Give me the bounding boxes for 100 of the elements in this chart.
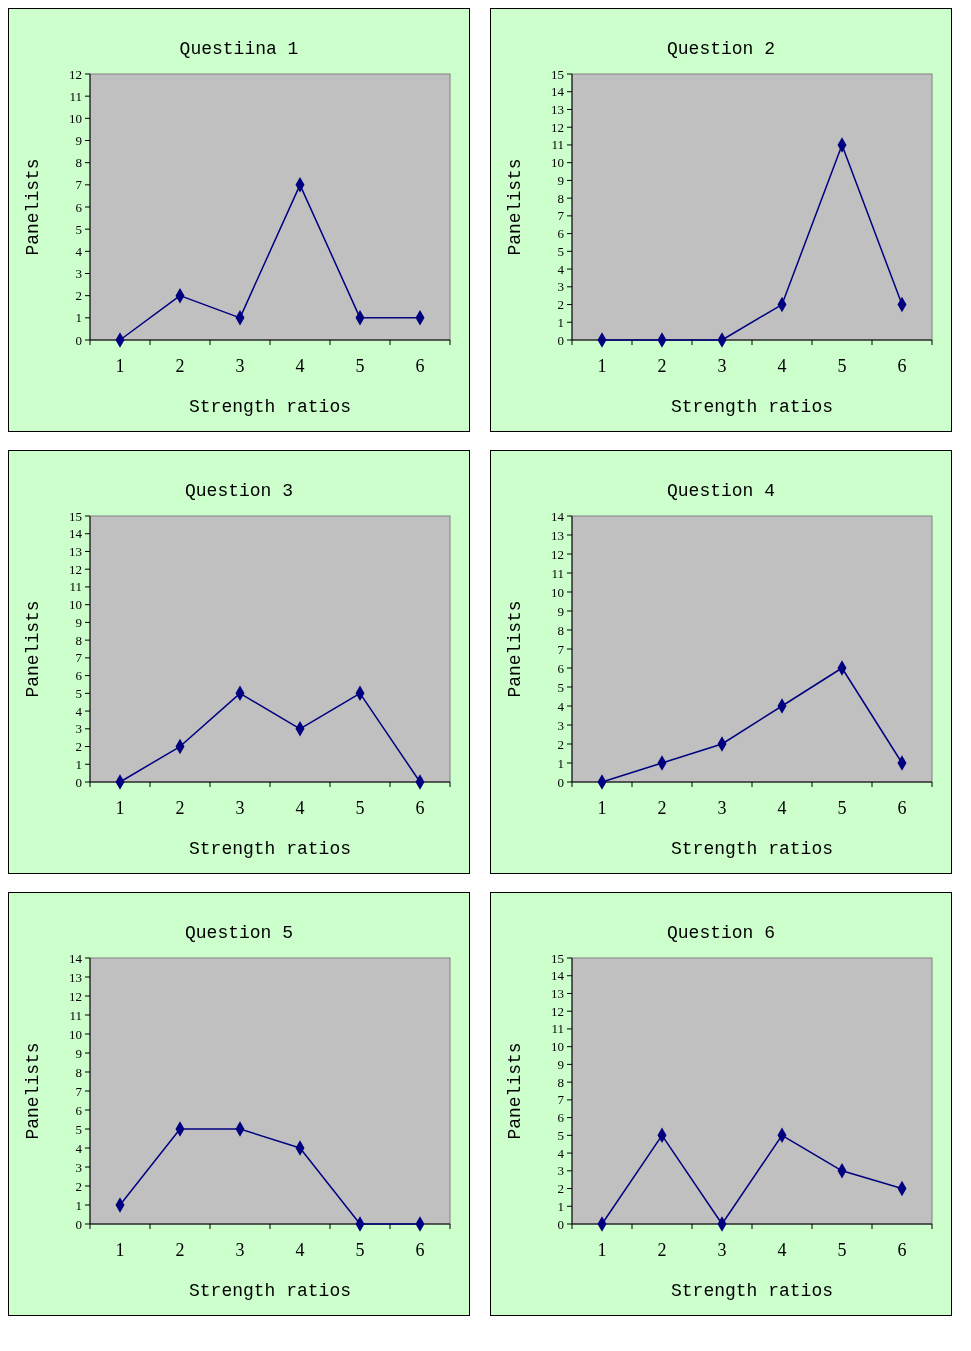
x-tick-label: 5 [837,1240,847,1260]
x-tick-label: 4 [295,1240,305,1260]
y-tick-label: 3 [557,717,564,733]
y-tick-label: 12 [69,66,82,82]
chart-title: Question 6 [666,923,776,943]
y-tick-label: 13 [551,527,564,543]
x-axis-title: Strength ratios [188,839,352,859]
x-tick-label: 1 [597,798,607,818]
y-tick-label: 10 [551,1039,564,1055]
x-tick-label: 3 [717,356,727,376]
y-tick-label: 14 [69,950,83,966]
y-tick-label: 1 [75,756,82,772]
y-tick-label: 1 [75,1197,82,1213]
x-tick-label: 2 [175,356,185,376]
y-tick-label: 11 [551,565,564,581]
y-tick-label: 3 [557,1163,564,1179]
x-tick-label: 3 [717,798,727,818]
y-tick-label: 2 [557,736,564,752]
x-tick-label: 6 [897,356,907,376]
y-tick-label: 7 [75,177,83,193]
y-tick-label: 5 [75,221,82,237]
y-tick-label: 4 [557,1145,565,1161]
y-tick-label: 14 [551,968,565,984]
y-axis-title: Panelists [505,600,525,698]
y-tick-label: 7 [557,208,565,224]
x-tick-label: 3 [235,356,245,376]
y-tick-label: 9 [557,603,564,619]
y-tick-label: 9 [75,1045,82,1061]
y-axis-title: Panelists [505,1042,525,1140]
y-tick-label: 5 [557,679,564,695]
y-tick-label: 7 [75,1083,83,1099]
chart-title: Question 4 [666,481,776,501]
x-tick-label: 3 [235,798,245,818]
x-tick-label: 6 [897,1240,907,1260]
y-tick-label: 8 [75,155,82,171]
y-tick-label: 3 [75,266,82,282]
y-tick-label: 11 [69,88,82,104]
y-tick-label: 12 [551,1003,564,1019]
x-tick-label: 4 [777,1240,787,1260]
chart-title: Question 2 [666,39,776,59]
x-tick-label: 3 [717,1240,727,1260]
y-tick-label: 2 [75,288,82,304]
y-axis-title: Panelists [23,1042,43,1140]
y-tick-label: 15 [69,508,82,524]
y-tick-label: 7 [557,641,565,657]
x-tick-label: 4 [295,798,305,818]
x-tick-label: 1 [115,798,125,818]
y-tick-label: 8 [75,1064,82,1080]
y-tick-label: 6 [75,668,83,684]
y-tick-label: 8 [557,190,564,206]
y-tick-label: 0 [557,774,564,790]
y-tick-label: 9 [557,1056,564,1072]
y-tick-label: 0 [557,332,564,348]
y-tick-label: 10 [551,584,564,600]
chart-title: Question 3 [184,481,294,501]
y-tick-label: 13 [69,544,82,560]
y-tick-label: 15 [551,66,564,82]
x-tick-label: 5 [355,356,365,376]
y-tick-label: 3 [75,721,82,737]
y-tick-label: 6 [75,199,83,215]
y-tick-label: 0 [75,1216,82,1232]
y-tick-label: 11 [69,1007,82,1023]
y-tick-label: 9 [75,133,82,149]
x-tick-label: 2 [657,798,667,818]
y-tick-label: 8 [557,1074,564,1090]
y-tick-label: 7 [75,650,83,666]
y-tick-label: 0 [75,332,82,348]
x-tick-label: 2 [175,1240,185,1260]
y-axis-title: Panelists [23,158,43,256]
y-tick-label: 13 [551,102,564,118]
x-tick-label: 2 [657,356,667,376]
y-tick-label: 1 [557,314,564,330]
y-tick-label: 1 [557,755,564,771]
y-tick-label: 13 [551,986,564,1002]
y-tick-label: 11 [69,579,82,595]
y-tick-label: 4 [557,698,565,714]
y-tick-label: 10 [69,1026,82,1042]
y-tick-label: 12 [551,546,564,562]
y-tick-label: 4 [75,1140,83,1156]
y-tick-label: 6 [557,1110,565,1126]
x-axis-title: Strength ratios [670,1281,834,1301]
x-tick-label: 1 [115,1240,125,1260]
y-axis-title: Panelists [23,600,43,698]
y-tick-label: 12 [69,988,82,1004]
y-tick-label: 5 [557,1127,564,1143]
y-tick-label: 3 [557,279,564,295]
y-tick-label: 1 [557,1198,564,1214]
x-tick-label: 2 [175,798,185,818]
y-tick-label: 2 [557,1181,564,1197]
x-axis-title: Strength ratios [188,397,352,417]
x-tick-label: 1 [597,356,607,376]
y-tick-label: 0 [557,1216,564,1232]
y-tick-label: 2 [75,1178,82,1194]
y-tick-label: 10 [69,597,82,613]
y-tick-label: 1 [75,310,82,326]
x-axis-title: Strength ratios [188,1281,352,1301]
y-tick-label: 7 [557,1092,565,1108]
x-tick-label: 1 [597,1240,607,1260]
y-tick-label: 6 [75,1102,83,1118]
x-tick-label: 6 [415,798,425,818]
